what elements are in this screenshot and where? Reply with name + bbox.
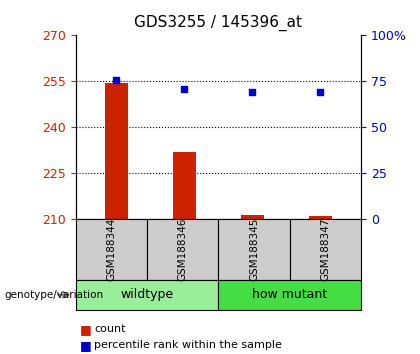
Text: GSM188344: GSM188344 <box>106 218 116 281</box>
Text: ■: ■ <box>80 339 92 352</box>
Bar <box>105 83 128 219</box>
Bar <box>173 152 196 219</box>
Bar <box>309 216 332 219</box>
Text: GSM188345: GSM188345 <box>249 218 259 281</box>
Text: percentile rank within the sample: percentile rank within the sample <box>94 340 282 350</box>
Text: GSM188347: GSM188347 <box>320 218 331 281</box>
Text: how mutant: how mutant <box>252 288 327 301</box>
Text: GSM188346: GSM188346 <box>178 218 188 281</box>
Text: ■: ■ <box>80 323 92 336</box>
Title: GDS3255 / 145396_at: GDS3255 / 145396_at <box>134 15 302 31</box>
Text: count: count <box>94 324 126 334</box>
Text: genotype/variation: genotype/variation <box>4 290 103 300</box>
Text: wildtype: wildtype <box>121 288 173 301</box>
Bar <box>241 215 264 219</box>
